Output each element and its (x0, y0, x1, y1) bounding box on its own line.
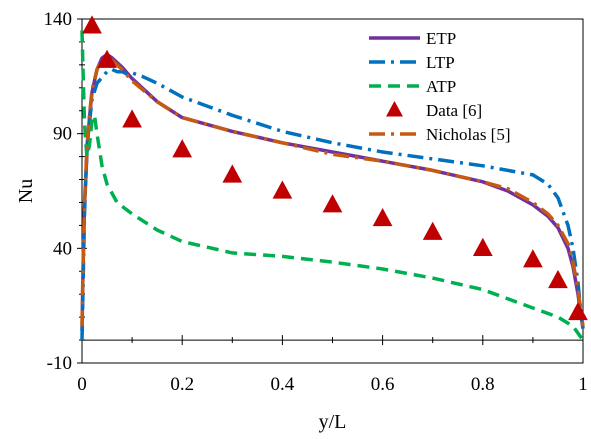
x-tick-label: 0.2 (170, 374, 194, 395)
data-point-data-6 (172, 139, 193, 158)
y-tick-label: -10 (47, 353, 72, 374)
data-point-data-6 (422, 221, 443, 240)
legend: ETP LTP ATP Data [6] Nicholas [5] (369, 29, 511, 144)
x-axis-title: y/L (319, 411, 347, 433)
y-tick-label: 40 (53, 238, 72, 259)
y-axis-title: Nu (15, 179, 37, 203)
y-tick-label: 90 (53, 124, 72, 145)
data-point-data-6 (322, 194, 343, 213)
data-point-data-6 (523, 249, 543, 268)
data-point-data-6 (222, 164, 243, 183)
x-tick-label: 1 (578, 374, 588, 395)
data-point-data-6 (97, 49, 117, 68)
series-line-etp (80, 52, 585, 331)
data-point-data-6 (82, 15, 102, 34)
legend-label-data-6: Data [6] (426, 101, 482, 120)
x-tick-label: 0 (77, 374, 87, 395)
x-tick-label: 0.4 (271, 374, 295, 395)
legend-label-ltp: LTP (426, 53, 455, 72)
data-point-data-6 (548, 269, 568, 289)
legend-swatch-data-6 (386, 100, 403, 117)
data-point-data-6 (122, 109, 142, 128)
x-tick-label: 0.6 (371, 374, 395, 395)
legend-label-nicholas-5: Nicholas [5] (426, 125, 511, 144)
data-point-data-6 (568, 301, 588, 321)
series-line-atp (80, 30, 585, 342)
data-point-data-6 (272, 180, 293, 199)
x-tick-label: 0.8 (471, 374, 495, 395)
legend-label-atp: ATP (426, 77, 456, 96)
series-line-ltp (80, 67, 585, 341)
y-tick-label: 140 (44, 9, 73, 30)
series-line-nicholas-5 (80, 55, 585, 327)
data-point-data-6 (372, 207, 393, 227)
legend-label-etp: ETP (426, 29, 456, 48)
data-point-data-6 (472, 237, 493, 256)
